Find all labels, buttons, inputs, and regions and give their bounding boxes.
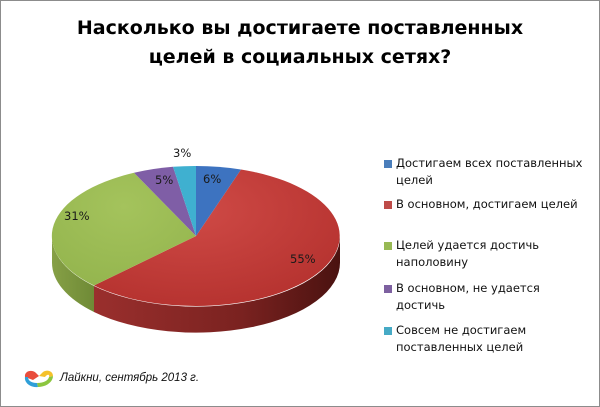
chart-title-line-2: целей в социальных сетях? <box>148 46 452 68</box>
slice-side-green <box>51 236 94 312</box>
data-label-red: 55% <box>290 252 316 266</box>
legend-item-mostly-not-achieve: В основном, не удается достичь <box>384 280 594 314</box>
chart-title-line-1: Насколько вы достигаете поставленных <box>76 17 524 39</box>
pie-side <box>51 236 341 333</box>
slice-blue[interactable] <box>196 166 241 236</box>
legend-swatch-cyan <box>384 327 392 335</box>
legend-item-achieve-all: Достигаем всех поставленных целей <box>384 155 594 189</box>
laikni-logo-icon <box>24 370 53 388</box>
legend-item-half-achieve: Целей удается достичь наполовину <box>384 237 594 271</box>
data-label-green: 31% <box>64 209 90 223</box>
data-label-cyan: 3% <box>173 146 191 160</box>
slice-purple[interactable] <box>134 166 196 236</box>
legend-swatch-blue <box>384 160 392 168</box>
slice-green[interactable] <box>51 172 196 286</box>
legend-swatch-green <box>384 242 392 250</box>
legend-swatch-purple <box>384 285 392 293</box>
legend-swatch-red <box>384 201 392 209</box>
source-caption: Лайкни, сентябрь 2013 г. <box>60 372 200 384</box>
data-label-blue: 6% <box>203 172 221 186</box>
slice-cyan[interactable] <box>173 165 196 236</box>
data-label-purple: 5% <box>155 173 173 187</box>
pie-top <box>51 165 340 306</box>
slice-red[interactable] <box>94 169 340 306</box>
legend-item-mostly-achieve: В основном, достигаем целей <box>384 196 594 213</box>
legend-item-not-achieve-at-all: Совсем не достигаем поставленных целей <box>384 322 594 356</box>
slice-side-red <box>94 236 341 333</box>
chart-title: Насколько вы достигаете поставленных цел… <box>0 14 600 72</box>
